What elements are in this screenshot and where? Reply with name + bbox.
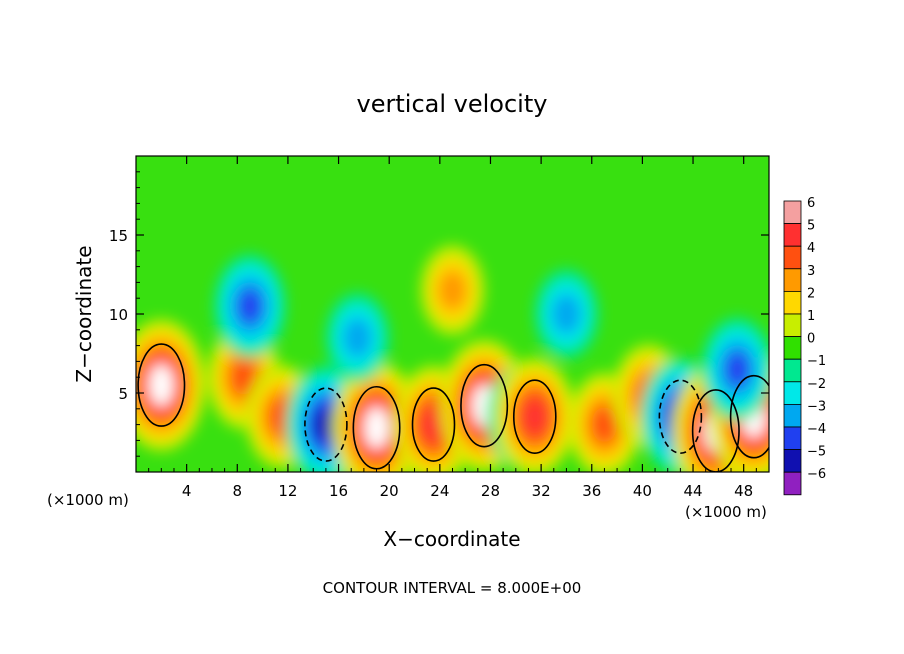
heatmap-core	[149, 364, 174, 407]
contour-line	[411, 387, 456, 462]
y-axis: 5 10 15	[109, 171, 769, 457]
colorbar-swatch	[783, 245, 802, 270]
x-tick-label: 40	[633, 482, 652, 500]
x-tick-label: 48	[734, 482, 753, 500]
x-tick-label: 12	[278, 482, 297, 500]
colorbar-label: 0	[807, 332, 815, 347]
colorbar-swatch	[783, 449, 802, 473]
heatmap-band	[724, 351, 750, 388]
heatmap-band	[552, 294, 581, 334]
heatmap-band	[438, 270, 467, 311]
colorbar-label: 5	[807, 219, 815, 234]
y-tick-label: 5	[118, 385, 128, 403]
contour-line	[460, 363, 509, 448]
heatmap-band	[237, 288, 263, 325]
heatmap-cell-updraft	[420, 245, 485, 336]
heatmap-cell-downdraft	[701, 317, 769, 422]
contour-line	[512, 379, 557, 455]
contour-interval-footer: CONTOUR INTERVAL = 8.000E+00	[323, 579, 582, 597]
colorbar-swatch	[783, 223, 802, 247]
heatmap-cell-updraft	[136, 319, 206, 452]
heatmap-cell-downdraft	[325, 292, 390, 383]
colorbar-label: −6	[807, 467, 826, 482]
heatmap-band	[231, 359, 257, 396]
colorbar-label: 3	[807, 264, 815, 279]
colorbar-swatch	[783, 313, 802, 338]
colorbar-swatch	[783, 358, 802, 383]
y-tick-label: 10	[109, 306, 128, 324]
colorbar-swatch	[783, 200, 802, 225]
heatmap-band	[343, 317, 372, 358]
colorbar-swatch	[783, 336, 802, 360]
colorbar-label: −3	[807, 399, 826, 414]
contour-line	[137, 343, 186, 427]
colorbar-label: −4	[807, 422, 826, 437]
colorbar-label: 6	[807, 196, 815, 211]
contour-line-negative	[304, 387, 348, 462]
x-tick-label: 44	[683, 482, 702, 500]
colorbar-swatch	[783, 268, 802, 292]
x-tick-label: 8	[233, 482, 243, 500]
colorbar-swatch	[783, 471, 802, 496]
colorbar-label: −2	[807, 377, 826, 392]
contour-line-negative	[658, 379, 703, 455]
x-unit-label-left: (×1000 m)	[47, 491, 129, 509]
contour-line	[729, 374, 769, 459]
colorbar-swatch	[783, 403, 802, 428]
heatmap-core	[364, 406, 389, 449]
colorbar-label: −5	[807, 445, 826, 460]
x-unit-label-right: (×1000 m)	[685, 503, 767, 521]
chart-title: vertical velocity	[357, 90, 548, 118]
x-axis: 4 8 12 16 20 24 28 32 36 40 44 48	[148, 156, 757, 500]
plot-area	[136, 156, 769, 472]
colorbar-label: 2	[807, 286, 815, 301]
colorbar-label: −1	[807, 354, 826, 369]
heatmap-cell-downdraft	[534, 269, 599, 359]
x-tick-label: 28	[481, 482, 500, 500]
y-tick-label: 15	[109, 227, 128, 245]
x-tick-label: 4	[182, 482, 192, 500]
y-axis-label: Z−coordinate	[72, 245, 96, 382]
x-tick-label: 32	[532, 482, 551, 500]
colorbar-swatch	[783, 381, 802, 405]
heatmap-band	[422, 407, 445, 442]
colorbar-swatch	[783, 426, 802, 451]
colorbar-label: 4	[807, 241, 815, 256]
x-tick-label: 36	[582, 482, 601, 500]
heatmap-band	[314, 407, 338, 442]
x-tick-label: 16	[329, 482, 348, 500]
heatmap-band	[591, 406, 617, 443]
colorbar: 6 5 4 3 2 1 0 −1 −2 −3 −4 −5 −6	[783, 196, 826, 496]
colorbar-swatch	[783, 290, 802, 315]
colorbar-label: 1	[807, 309, 815, 324]
heatmap-band	[523, 399, 547, 434]
x-axis-label: X−coordinate	[383, 527, 520, 551]
x-tick-label: 20	[380, 482, 399, 500]
x-tick-label: 24	[430, 482, 449, 500]
heatmap-cell-downdraft	[213, 254, 286, 359]
